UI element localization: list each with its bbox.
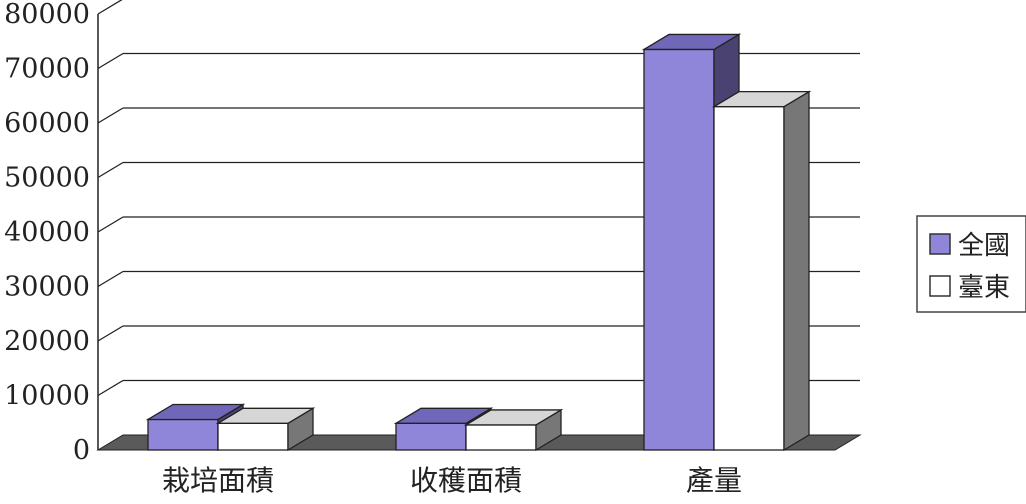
bar [713,106,785,451]
y-tick-label: 40000 [4,217,90,248]
bar-top [463,409,564,426]
y-tick-label: 0 [73,435,90,466]
x-axis-categories: 栽培面積 收穫面積 產量 [162,464,742,497]
y-tick-label: 10000 [4,381,90,412]
legend: 全國 臺東 [916,215,1026,313]
legend-swatch-series-2 [929,275,951,297]
y-tick-label: 60000 [4,108,90,139]
y-tick-label: 20000 [4,326,90,357]
bars-layer [145,33,812,452]
legend-label-series-2: 臺東 [958,273,1010,303]
x-category-label: 收穫面積 [410,464,522,497]
bar [395,422,467,451]
bar-top [711,91,812,108]
gridline-slant [97,107,124,124]
bar-top [393,407,494,424]
legend-swatch-series-1 [929,233,951,255]
bar [465,424,537,451]
gridline-slant [97,216,124,233]
bar-side [783,90,810,452]
legend-label-series-1: 全國 [958,231,1010,261]
bar [643,48,715,451]
bar-top [145,403,246,421]
gridline-slant [97,270,124,288]
y-axis-ticks: 0 10000 20000 30000 40000 50000 60000 70000 8000… [4,0,90,466]
gridline-slant [97,379,124,397]
bar-top [641,33,742,51]
bar-top [215,407,316,424]
y-tick-label: 70000 [4,54,90,85]
gridline-slant [97,325,124,342]
y-tick-label: 80000 [4,0,90,30]
y-tick-label: 30000 [4,272,90,303]
x-category-label: 栽培面積 [162,464,274,497]
bar [147,418,219,451]
gridline-slant [97,161,124,179]
bar [217,422,289,451]
y-tick-label: 50000 [4,163,90,194]
x-category-label: 產量 [686,464,742,497]
gridline-slant [97,0,123,15]
gridline-slant [97,52,124,70]
